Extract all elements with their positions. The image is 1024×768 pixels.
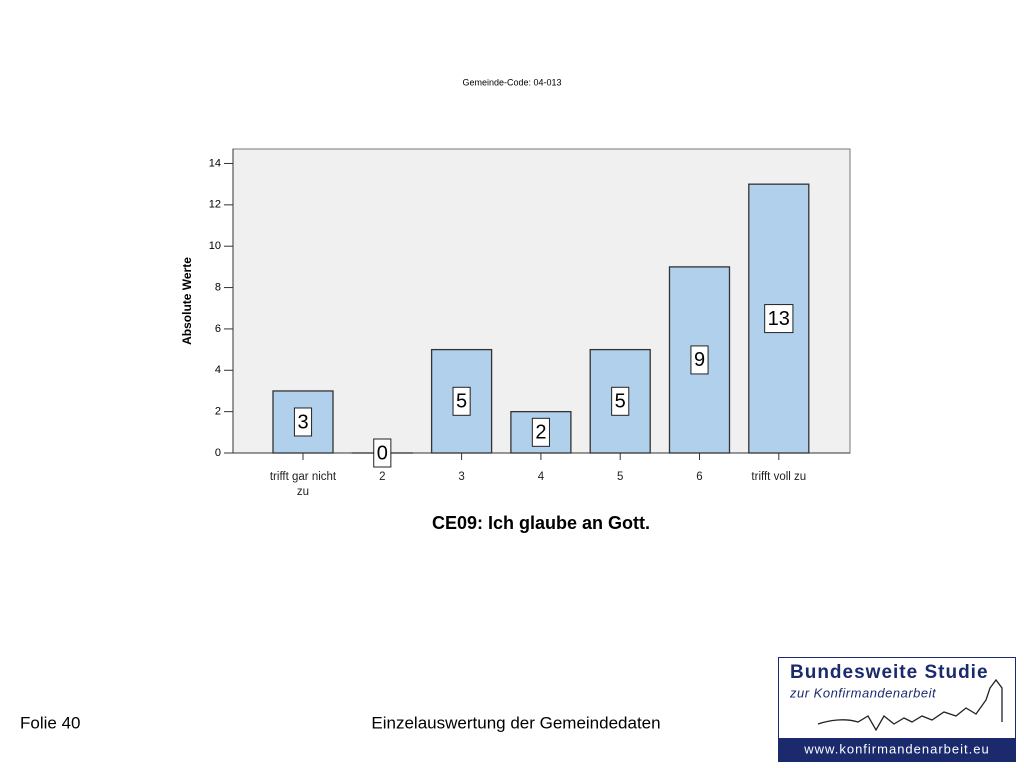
x-tick-label: 4 (537, 471, 545, 483)
plot-area (232, 148, 851, 454)
value-label-box (611, 386, 630, 416)
value-label: 2 (535, 422, 546, 444)
value-label-box (452, 386, 471, 416)
x-tick-label: 3 (458, 471, 465, 483)
x-tick-label: 2 (379, 471, 386, 483)
value-label-box (293, 407, 313, 437)
x-axis-label: CE09: Ich glaube an Gott. (432, 513, 650, 533)
value-label: 5 (615, 391, 626, 413)
value-label: 13 (768, 308, 790, 330)
slide-number: Folie 40 (20, 713, 80, 732)
x-tick-label: 6 (696, 471, 703, 483)
y-tick-label: 0 (215, 447, 221, 459)
value-label-box (690, 345, 709, 375)
chart-title: Gemeinde-Code: 04-013 (462, 77, 561, 87)
value-label-box (764, 304, 794, 334)
value-label: 5 (456, 391, 467, 413)
logo-bar (779, 738, 1015, 761)
x-tick-label: 5 (616, 471, 624, 483)
y-tick-label: 14 (209, 157, 221, 169)
logo-title: Bundesweite Studie (790, 662, 989, 683)
logo-subtitle: zur Konfirmandenarbeit (789, 685, 937, 700)
value-label: 0 (377, 442, 388, 464)
x-tick-label: trifft gar nicht zu (269, 471, 337, 498)
y-tick-label: 12 (209, 199, 221, 211)
value-label: 3 (297, 411, 308, 433)
y-tick-label: 6 (215, 323, 221, 335)
y-tick-label: 2 (215, 406, 221, 418)
y-tick-label: 8 (215, 281, 221, 293)
value-label-box (531, 417, 550, 447)
logo-squiggle (817, 678, 1003, 732)
x-tick-label: trifft voll zu (751, 471, 807, 483)
value-label-box (373, 438, 392, 468)
logo-url: www.konfirmandenarbeit.eu (803, 741, 989, 756)
footer-title: Einzelauswertung der Gemeindedaten (371, 713, 660, 732)
value-label: 9 (694, 349, 705, 371)
y-axis-label: Absolute Werte (180, 257, 194, 345)
y-tick-label: 10 (209, 240, 221, 252)
y-tick-label: 4 (215, 364, 221, 376)
